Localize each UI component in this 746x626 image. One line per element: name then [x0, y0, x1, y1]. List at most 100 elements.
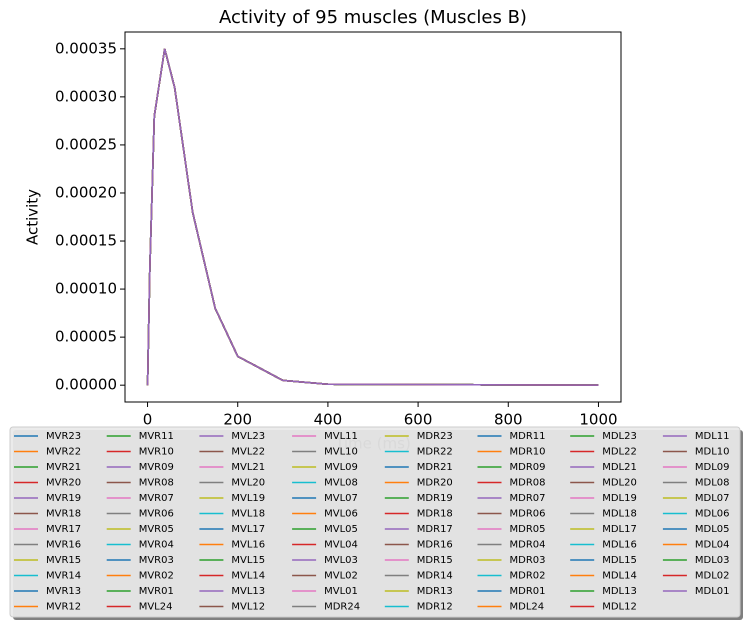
legend-label: MVL22: [231, 447, 265, 458]
legend-label: MVR03: [139, 555, 174, 566]
legend-label: MDR05: [510, 524, 546, 535]
legend-label: MVR14: [46, 571, 81, 582]
y-tick-label: 0.00015: [55, 232, 117, 250]
legend-label: MVR19: [46, 493, 81, 504]
legend-label: MDL05: [695, 524, 730, 535]
legend-label: MDL03: [695, 555, 730, 566]
legend-label: MVL19: [231, 493, 265, 504]
legend-label: MDR16: [417, 540, 453, 551]
y-tick-label: 0.00010: [55, 280, 117, 298]
legend-box: [9, 426, 741, 618]
plot-area: 0 200 400 600 800 1000 0.00000 0.00005 0.00010 0.…: [55, 31, 622, 429]
legend-label: MDL08: [695, 478, 730, 489]
y-tick-label: 0.00005: [55, 328, 117, 346]
x-tick-label: 1000: [579, 411, 617, 429]
legend-label: MDR08: [510, 478, 546, 489]
series-line: [146, 48, 599, 386]
legend-label: MVL10: [324, 447, 358, 458]
legend-label: MVL02: [324, 571, 358, 582]
legend-label: MDL07: [695, 493, 730, 504]
legend-label: MVR02: [139, 571, 174, 582]
legend-label: MDR17: [417, 524, 453, 535]
legend-label: MVL17: [231, 524, 265, 535]
x-tick-label: 400: [314, 411, 343, 429]
legend-label: MVR11: [139, 431, 174, 442]
legend-label: MVL14: [231, 571, 265, 582]
legend-label: MDR02: [510, 571, 546, 582]
legend-label: MDR11: [510, 431, 546, 442]
legend-label: MDR06: [510, 509, 546, 520]
legend-label: MDL12: [602, 602, 637, 613]
y-tick-label: 0.00035: [55, 39, 117, 57]
legend-label: MDL01: [695, 586, 730, 597]
legend-label: MDL23: [602, 431, 637, 442]
legend-label: MDL17: [602, 524, 637, 535]
legend-label: MVR09: [139, 462, 174, 473]
legend-label: MDL14: [602, 571, 637, 582]
x-tick-label: 0: [143, 411, 153, 429]
legend-label: MDL09: [695, 462, 730, 473]
legend-label: MVR10: [139, 447, 174, 458]
legend-label: MVR20: [46, 478, 81, 489]
legend-label: MVL12: [231, 602, 265, 613]
x-tick-label: 200: [223, 411, 252, 429]
legend-label: MDR18: [417, 509, 453, 520]
legend-label: MDL24: [510, 602, 545, 613]
legend-label: MVR08: [139, 478, 174, 489]
y-tick-label: 0.00000: [55, 376, 117, 394]
legend-label: MDR24: [324, 602, 360, 613]
legend-label: MVR07: [139, 493, 174, 504]
legend-label: MVR18: [46, 509, 81, 520]
legend-label: MVL01: [324, 586, 358, 597]
y-tick-label: 0.00030: [55, 87, 117, 105]
legend-label: MVR06: [139, 509, 174, 520]
legend-label: MDR15: [417, 555, 453, 566]
legend-label: MDR23: [417, 431, 453, 442]
legend-label: MDL16: [602, 540, 637, 551]
legend-label: MVR16: [46, 540, 81, 551]
legend-label: MDR22: [417, 447, 453, 458]
legend-label: MDR03: [510, 555, 546, 566]
legend-label: MDR20: [417, 478, 453, 489]
legend-label: MVR12: [46, 602, 81, 613]
legend-label: MVL06: [324, 509, 358, 520]
legend-label: MVR21: [46, 462, 81, 473]
y-axis-label: Activity: [24, 189, 42, 245]
legend-label: MDL21: [602, 462, 637, 473]
legend-label: MVL21: [231, 462, 265, 473]
y-tick-label: 0.00020: [55, 183, 117, 201]
legend-label: MDL15: [602, 555, 637, 566]
legend-label: MVR13: [46, 586, 81, 597]
legend-label: MDR19: [417, 493, 453, 504]
legend-label: MDL20: [602, 478, 637, 489]
legend-label: MVL08: [324, 478, 358, 489]
legend-label: MVL18: [231, 509, 265, 520]
legend-label: MVR05: [139, 524, 174, 535]
legend-label: MDR14: [417, 571, 453, 582]
legend-label: MDL04: [695, 540, 730, 551]
legend-label: MDL19: [602, 493, 637, 504]
legend-label: MDL11: [695, 431, 730, 442]
legend-label: MDR07: [510, 493, 546, 504]
legend-label: MVL09: [324, 462, 358, 473]
legend-label: MDR04: [510, 540, 546, 551]
legend-label: MDR09: [510, 462, 546, 473]
legend-label: MVL15: [231, 555, 265, 566]
legend-label: MVL13: [231, 586, 265, 597]
x-tick-label: 600: [404, 411, 433, 429]
legend-label: MDR01: [510, 586, 546, 597]
legend-label: MDR10: [510, 447, 546, 458]
legend-label: MVL24: [139, 602, 173, 613]
axes-border: [124, 31, 622, 403]
legend-label: MDL22: [602, 447, 637, 458]
plot-frame: [125, 32, 621, 402]
legend: MVR23 MVR22 MVR21 MVR20 MVR19 MVR18 MVR17 MVR16…: [9, 426, 743, 620]
legend-label: MVL23: [231, 431, 265, 442]
legend-label: MVL16: [231, 540, 265, 551]
legend-label: MDL06: [695, 509, 730, 520]
legend-label: MVR15: [46, 555, 81, 566]
legend-label: MVL04: [324, 540, 358, 551]
legend-label: MVL11: [324, 431, 358, 442]
legend-label: MVL07: [324, 493, 358, 504]
